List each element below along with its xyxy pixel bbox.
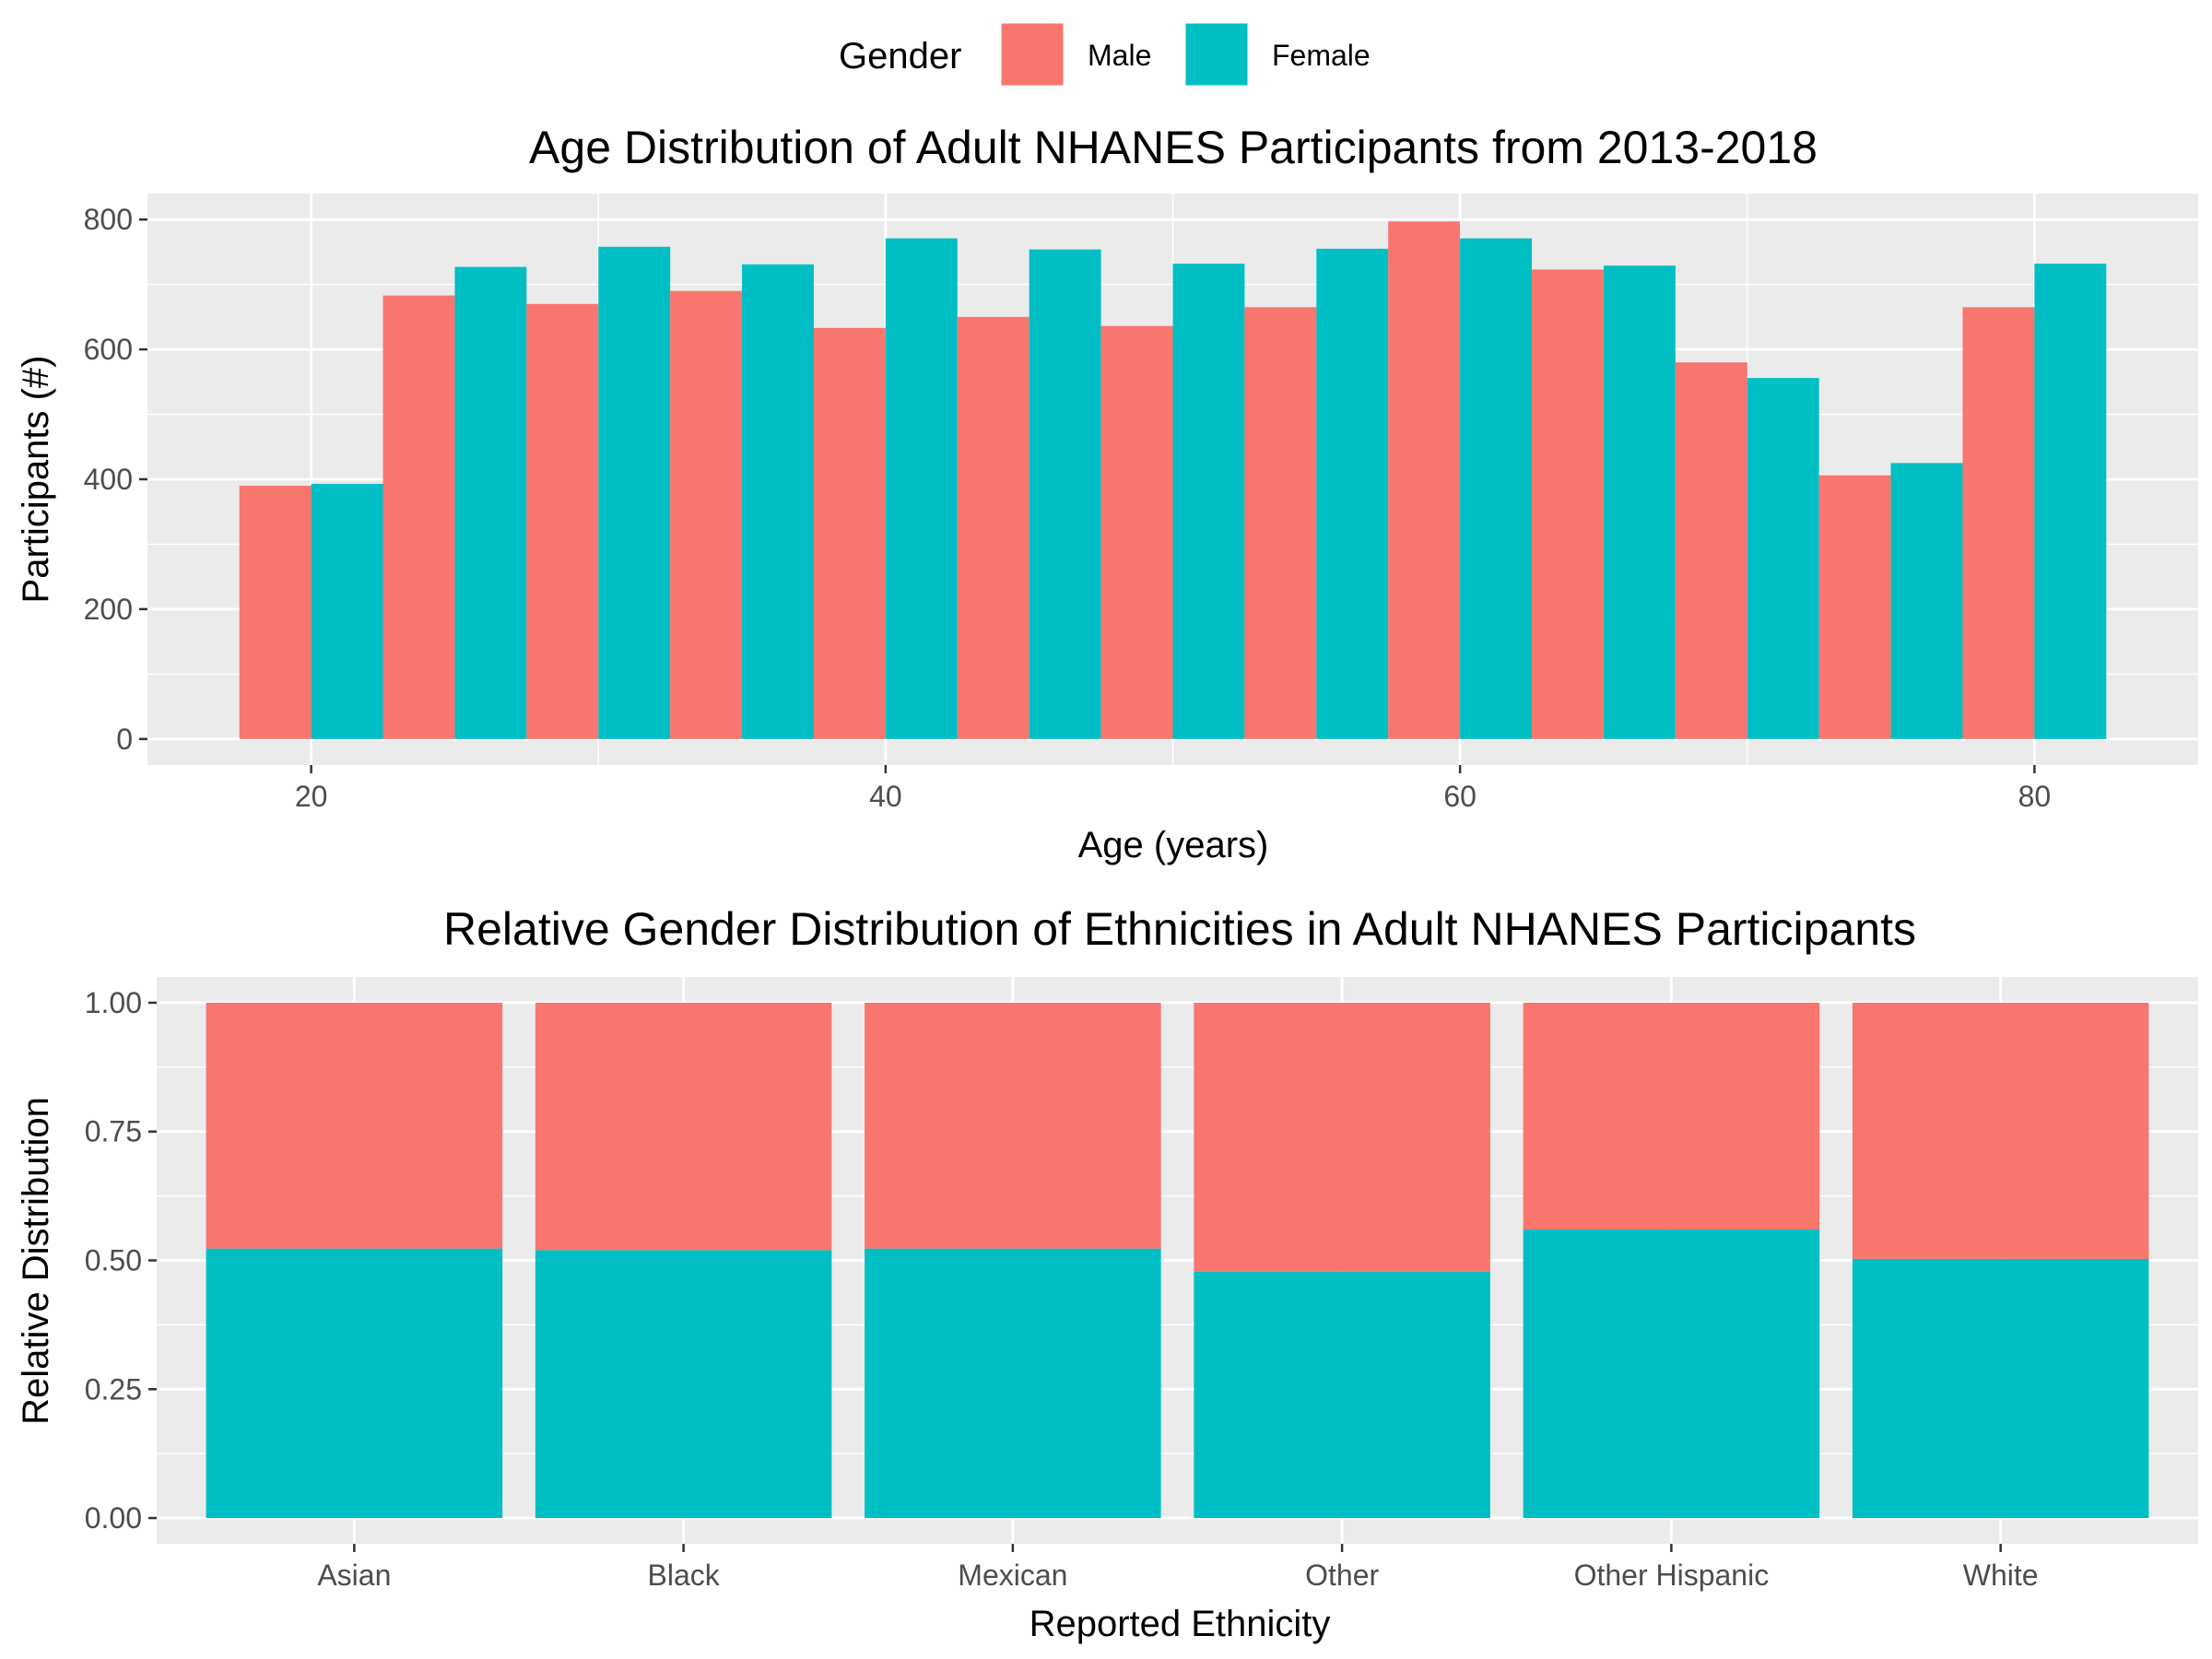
age-y-tick-label: 200 [84,593,133,626]
ethnicity-bar-male [865,1002,1161,1249]
ethnicity-bar-female [1523,1229,1820,1519]
ethnicity-bar-female [1194,1271,1490,1519]
ethnicity-x-tick-label: Other Hispanic [1574,1559,1770,1592]
age-y-tick-label: 400 [84,463,133,496]
ethnicity-chart-title: Relative Gender Distribution of Ethnicit… [443,903,1916,955]
ethnicity-x-tick-label: Asian [317,1559,391,1592]
age-bar-male [957,316,1030,739]
age-bar-male [1100,325,1173,739]
age-y-tick-label: 0 [116,723,133,756]
age-bars [239,221,2107,739]
legend-key-female [1182,20,1251,88]
age-y-axis-title: Participants (#) [16,356,56,604]
legend-label-male: Male [1088,39,1151,72]
age-y-tick-label: 800 [84,203,133,236]
ethnicity-bar-male [206,1002,503,1249]
age-bar-male [1675,362,1747,739]
legend-label-female: Female [1272,39,1371,72]
age-x-tick-label: 20 [295,780,328,813]
ethnicity-x-tick-label: Mexican [958,1559,1067,1592]
age-bar-female [1603,265,1676,739]
ethnicity-x-tick-label: Other [1305,1559,1379,1592]
ethnicity-y-tick-label: 0.75 [85,1115,142,1148]
ethnicity-bar-female [1852,1258,2149,1519]
legend-title: Gender [839,36,961,76]
age-bar-female [311,483,383,739]
ethnicity-x-axis-title: Reported Ethnicity [1030,1604,1331,1644]
age-bar-male [670,290,743,739]
ethnicity-y-tick-label: 0.50 [85,1244,142,1277]
age-bar-female [598,246,671,739]
age-bar-male [813,327,886,739]
age-bar-female [1747,378,1819,739]
age-x-axis: 20 40 60 80 [295,765,2051,813]
ethnicity-x-axis: Asian Black Mexican Other Other Hispanic Whit… [317,1544,2039,1592]
age-bar-female [1890,463,1963,739]
ethnicity-bar-female [206,1248,503,1519]
ethnicity-distribution-chart: Relative Gender Distribution of Ethnicit… [16,903,2198,1644]
age-x-tick-label: 40 [869,780,902,813]
ethnicity-y-axis: 0.00 0.25 0.50 0.75 1.00 [85,986,157,1535]
age-bar-male [1388,221,1461,739]
ethnicity-bar-female [535,1250,832,1519]
ethnicity-y-tick-label: 1.00 [85,986,142,1019]
ethnicity-bar-female [865,1248,1161,1519]
age-distribution-chart: Age Distribution of Adult NHANES Partici… [16,122,2198,865]
age-x-tick-label: 80 [2018,780,2052,813]
age-y-tick-label: 600 [84,333,133,366]
age-bar-male [1818,475,1891,739]
legend-key-male [998,20,1066,88]
age-bar-male [1962,307,2035,739]
age-x-axis-title: Age (years) [1078,825,1269,865]
age-bar-female [742,264,814,739]
age-bar-male [1532,269,1604,739]
legend: Gender Male Female [839,20,1371,88]
ethnicity-bar-male [1194,1002,1490,1272]
age-bar-male [526,303,599,739]
age-x-tick-label: 60 [1443,780,1477,813]
ethnicity-bar-male [535,1002,832,1251]
age-bar-female [885,238,958,739]
ethnicity-bar-male [1852,1002,2149,1259]
ethnicity-y-tick-label: 0.25 [85,1372,142,1406]
ethnicity-x-tick-label: White [1963,1559,2039,1592]
age-y-axis: 0 200 400 600 800 [84,203,147,756]
age-bar-female [1172,264,1245,739]
age-chart-title: Age Distribution of Adult NHANES Partici… [529,122,1818,173]
age-bar-female [454,266,527,739]
age-bar-female [2034,264,2107,739]
age-bar-female [1316,248,1389,739]
ethnicity-bars [206,1002,2149,1519]
age-bar-male [382,295,455,739]
age-bar-female [1029,249,1101,739]
age-bar-male [239,486,312,739]
ethnicity-bar-male [1523,1002,1820,1230]
ethnicity-x-tick-label: Black [647,1559,720,1592]
age-bar-male [1244,307,1317,739]
age-bar-female [1460,238,1533,739]
ethnicity-y-tick-label: 0.00 [85,1501,142,1535]
ethnicity-y-axis-title: Relative Distribution [16,1097,56,1425]
